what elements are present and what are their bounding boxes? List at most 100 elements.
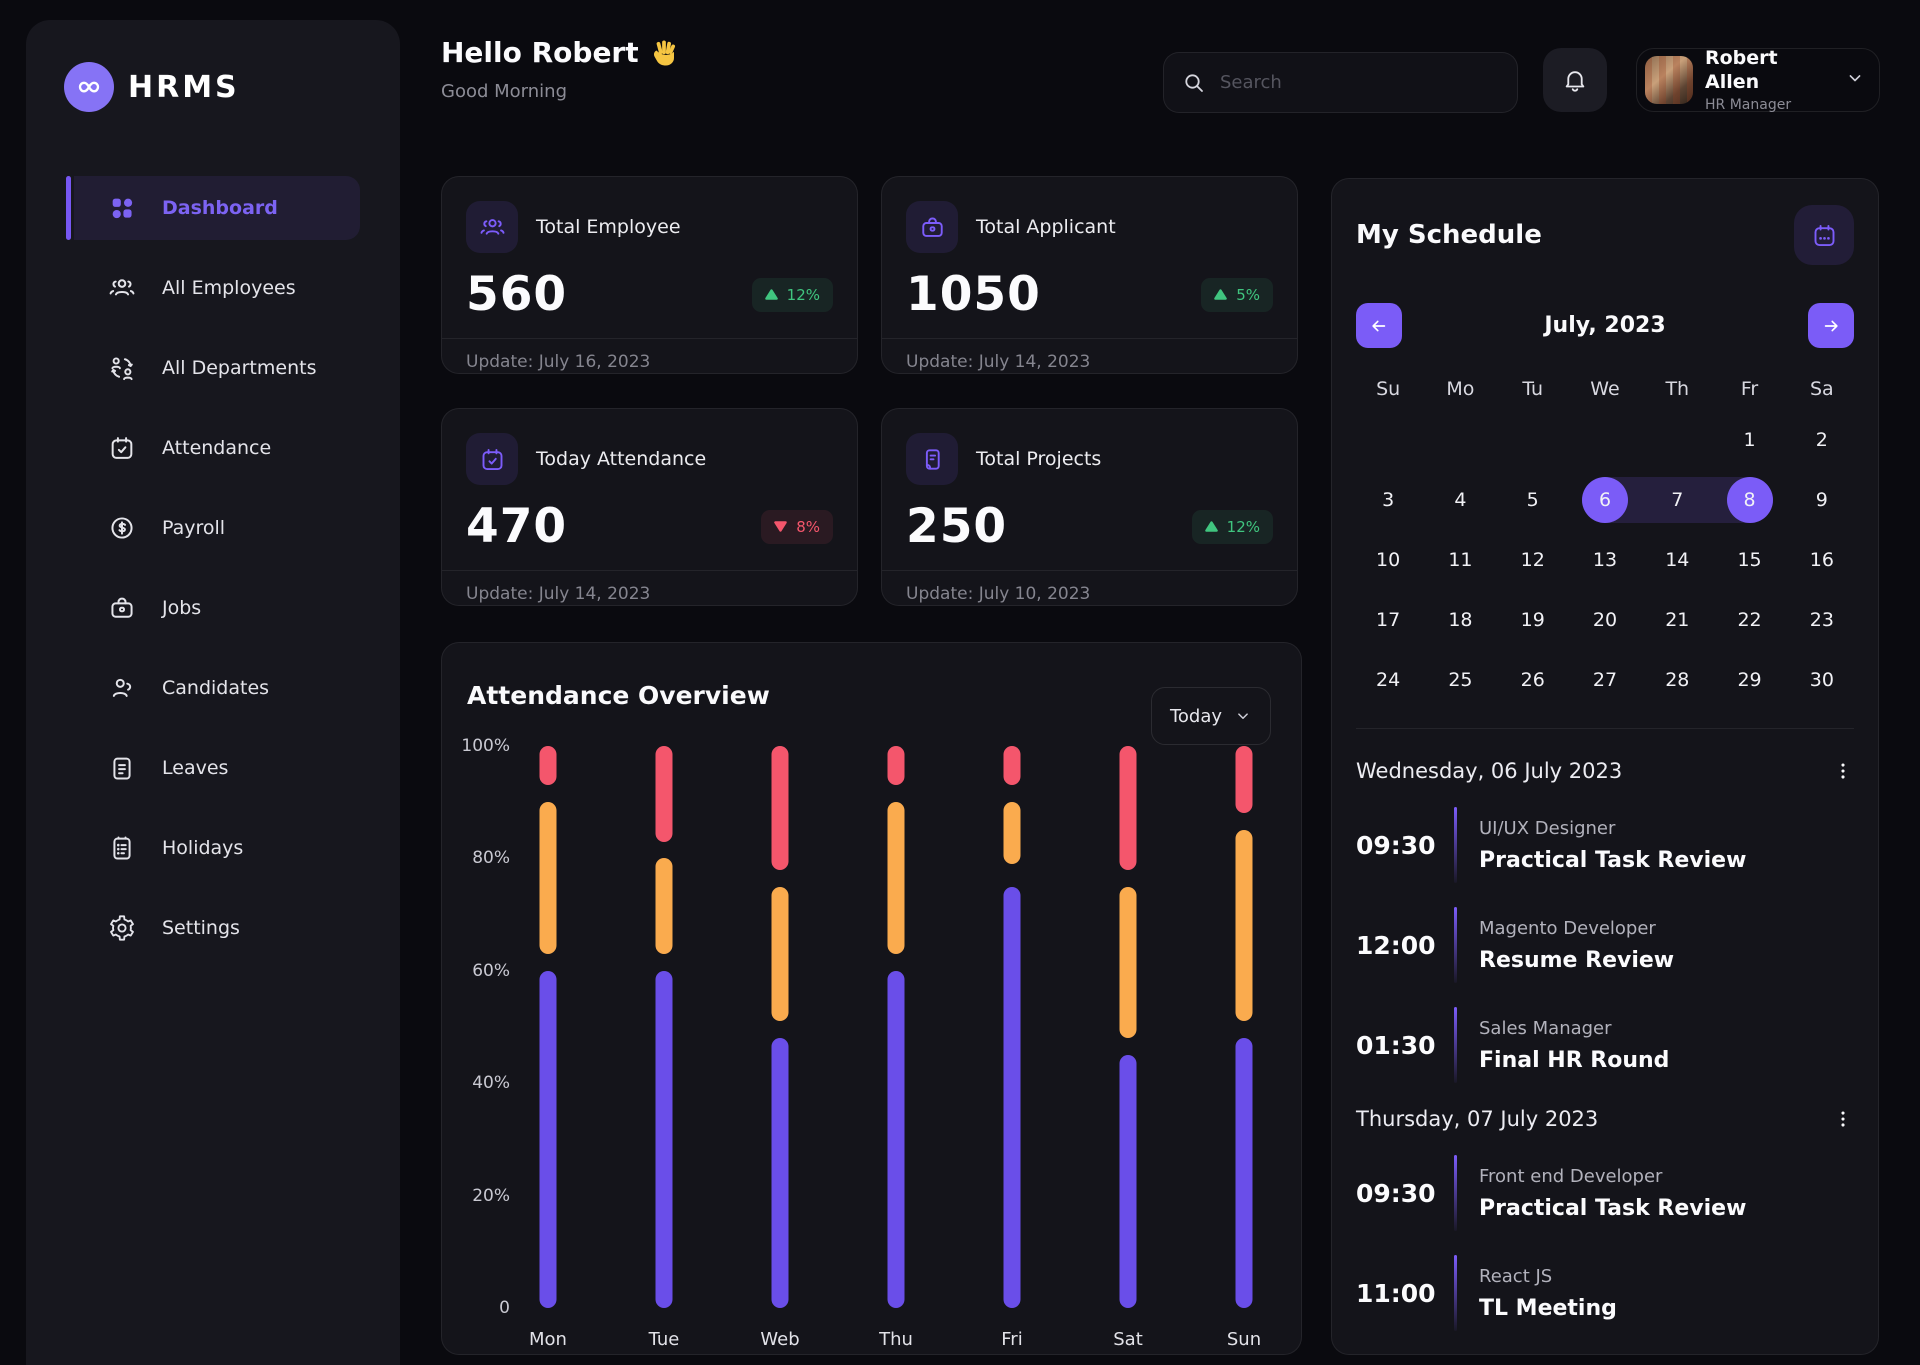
bar-segment-present [1235, 1038, 1253, 1308]
sidebar-item-all-departments[interactable]: All Departments [74, 336, 360, 400]
calendar-day-20[interactable]: 20 [1569, 590, 1641, 650]
greeting-subtitle: Good Morning [441, 81, 567, 102]
avatar [1645, 56, 1693, 104]
trend-value: 12% [1226, 517, 1260, 536]
bar-segment-present [655, 970, 673, 1308]
stat-card-total-employee: Total Employee 560 12% Update: July 16, 202… [441, 176, 858, 374]
calendar-day-3[interactable]: 3 [1352, 470, 1424, 530]
sidebar-item-label: Candidates [162, 677, 270, 699]
calendar-day-4[interactable]: 4 [1424, 470, 1496, 530]
weekday-label: Sa [1809, 378, 1834, 400]
calendar-day-29[interactable]: 29 [1713, 650, 1785, 710]
calendar-day-10[interactable]: 10 [1352, 530, 1424, 590]
day-number: 1 [1743, 429, 1756, 451]
sidebar-item-settings[interactable]: Settings [74, 896, 360, 960]
user-menu[interactable]: Robert Allen HR Manager [1636, 47, 1880, 113]
stat-card-total-projects: Total Projects 250 12% Update: July 10, 202… [881, 408, 1298, 606]
holidays-icon [108, 834, 136, 862]
calendar-day-27[interactable]: 27 [1569, 650, 1641, 710]
day-number: 30 [1809, 669, 1834, 691]
prev-month-button[interactable] [1356, 303, 1402, 348]
weekday-label: Th [1665, 378, 1690, 400]
calendar-day-22[interactable]: 22 [1713, 590, 1785, 650]
sidebar-item-attendance[interactable]: Attendance [74, 416, 360, 480]
day-number: 11 [1448, 549, 1473, 571]
selected-day-circle [1581, 477, 1628, 523]
calendar-day-18[interactable]: 18 [1424, 590, 1496, 650]
x-axis-label: Sun [1226, 1329, 1262, 1350]
schedule-event: 12:00 Magento Developer Resume Review [1356, 907, 1854, 983]
calendar-day-11[interactable]: 11 [1424, 530, 1496, 590]
sidebar-item-all-employees[interactable]: All Employees [74, 256, 360, 320]
sidebar-item-payroll[interactable]: Payroll [74, 496, 360, 560]
trend-down-icon [774, 521, 787, 532]
trend-up-icon [764, 289, 778, 300]
chart-range-dropdown[interactable]: Today [1150, 687, 1271, 745]
event-accent-line [1454, 1255, 1457, 1331]
bar-segment-absent [1119, 746, 1137, 870]
sidebar-item-dashboard[interactable]: Dashboard [66, 176, 360, 240]
sidebar-item-jobs[interactable]: Jobs [74, 576, 360, 640]
calendar-day-17[interactable]: 17 [1352, 590, 1424, 650]
sidebar-item-label: Settings [162, 917, 240, 939]
bar-group-fri: Fri [954, 746, 1070, 1350]
calendar-day-7[interactable]: 7 [1641, 470, 1713, 530]
schedule-section-date: Thursday, 07 July 2023 [1356, 1107, 1599, 1131]
calendar-day-13[interactable]: 13 [1569, 530, 1641, 590]
arrow-right-icon [1824, 320, 1838, 331]
event-role: React JS [1479, 1265, 1553, 1287]
stat-title: Total Applicant [976, 216, 1116, 238]
schedule-section-date: Wednesday, 06 July 2023 [1356, 759, 1623, 783]
payroll-icon [108, 514, 136, 542]
bar-segment-absent [771, 746, 789, 870]
stat-title: Total Employee [536, 216, 681, 238]
calendar-day-23[interactable]: 23 [1786, 590, 1858, 650]
calendar-day-24[interactable]: 24 [1352, 650, 1424, 710]
day-number: 5 [1526, 489, 1539, 511]
calendar-day-30[interactable]: 30 [1786, 650, 1858, 710]
x-axis-label: Web [760, 1329, 800, 1350]
sidebar-item-candidates[interactable]: Candidates [74, 656, 360, 720]
employees-icon [466, 201, 518, 253]
calendar-day-21[interactable]: 21 [1641, 590, 1713, 650]
chart-range-value: Today [1169, 705, 1222, 727]
search-input[interactable] [1220, 72, 1499, 93]
attendance-overview-panel: Attendance Overview Today 100% 80% 60% 40% 2… [441, 642, 1302, 1355]
trend-badge-up: 12% [1191, 509, 1273, 544]
calendar-day-15[interactable]: 15 [1713, 530, 1785, 590]
sidebar-item-label: Attendance [162, 437, 272, 459]
calendar-day-12[interactable]: 12 [1497, 530, 1569, 590]
calendar-day-6[interactable]: 6 [1569, 470, 1641, 530]
calendar-day-5[interactable]: 5 [1497, 470, 1569, 530]
next-month-button[interactable] [1808, 303, 1854, 348]
calendar-day-19[interactable]: 19 [1497, 590, 1569, 650]
sidebar-item-holidays[interactable]: Holidays [74, 816, 360, 880]
kebab-menu-icon[interactable] [1832, 760, 1854, 782]
calendar-day-14[interactable]: 14 [1641, 530, 1713, 590]
calendar-day-25[interactable]: 25 [1424, 650, 1496, 710]
schedule-section-header: Thursday, 07 July 2023 [1356, 1107, 1854, 1131]
calendar-day-1[interactable]: 1 [1713, 410, 1785, 470]
notifications-button[interactable] [1543, 48, 1607, 112]
calendar-day-2[interactable]: 2 [1786, 410, 1858, 470]
dashboard-icon [108, 194, 136, 222]
bar-group-sun: Sun [1186, 746, 1302, 1350]
calendar-day-9[interactable]: 9 [1786, 470, 1858, 530]
calendar-day-26[interactable]: 26 [1497, 650, 1569, 710]
divider [1356, 728, 1854, 729]
calendar-day-8[interactable]: 8 [1713, 470, 1785, 530]
search-icon [1185, 73, 1203, 92]
bar-segment-present [771, 1038, 789, 1308]
calendar-day-28[interactable]: 28 [1641, 650, 1713, 710]
sidebar-item-leaves[interactable]: Leaves [74, 736, 360, 800]
calendar-day-16[interactable]: 16 [1786, 530, 1858, 590]
day-number: 16 [1809, 549, 1834, 571]
kebab-menu-icon[interactable] [1832, 1108, 1854, 1130]
x-axis-label: Sat [1113, 1329, 1143, 1350]
calendar-view-button[interactable] [1794, 205, 1854, 265]
bar-segment-late [1003, 802, 1021, 864]
event-accent-line [1454, 1155, 1457, 1231]
event-time: 12:00 [1356, 930, 1436, 960]
